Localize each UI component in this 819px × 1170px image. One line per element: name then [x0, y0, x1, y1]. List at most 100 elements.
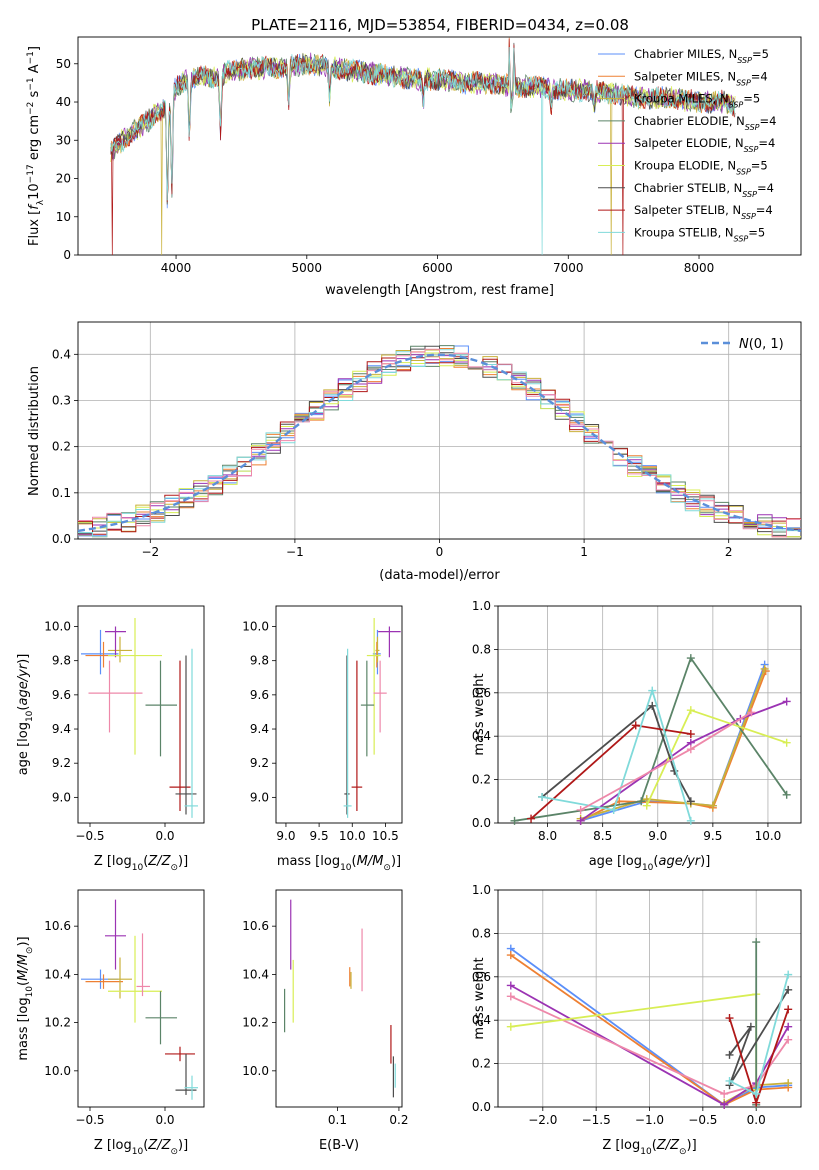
weight-marker	[506, 1022, 515, 1031]
legend-label: Chabrier ELODIE, NSSP=4	[634, 114, 776, 131]
error-bar	[145, 660, 177, 757]
y-tick-label: 0.1	[52, 486, 71, 500]
y-tick-label: 0.0	[472, 1100, 491, 1114]
x-tick-label: 7000	[553, 261, 584, 275]
y-tick-label: 9.0	[250, 790, 269, 804]
axis-ticks: 0.1 0.2 10.0 10.2 10.4 10.6	[242, 919, 408, 1127]
y-tick-label: 0.2	[472, 773, 491, 787]
axis-ticks: −0.5 0.0 10.0 10.2 10.4 10.6	[44, 919, 174, 1127]
y-tick-label: 0.2	[472, 1057, 491, 1071]
y-tick-label: 9.2	[52, 756, 71, 770]
weight-marker	[760, 664, 769, 673]
histogram-step	[78, 348, 801, 538]
x-axis-label: Z [log10(Z/Z⊙)]	[94, 1138, 188, 1157]
weight-marker	[686, 816, 695, 825]
x-tick-label: −2.0	[528, 1113, 557, 1127]
x-axis-label: Z [log10(Z/Z⊙)]	[602, 1138, 696, 1157]
weight-marker	[784, 1005, 793, 1014]
x-tick-label: 9.0	[648, 829, 667, 843]
x-tick-label: 10.5	[372, 829, 399, 843]
x-tick-label: 0.0	[747, 1113, 766, 1127]
x-tick-label: 1	[580, 545, 588, 559]
x-tick-label: 0.2	[389, 1113, 408, 1127]
plot-frame	[497, 605, 802, 824]
error-bar	[184, 648, 198, 818]
y-axis-label: Flux [fλ10−17 erg cm−2 s−1 A−1]	[26, 46, 46, 246]
weight-line	[510, 947, 789, 1106]
error-bar	[351, 660, 363, 812]
residuals-panel: −2 −1 0 1 2 0.0 0.1 0.2 0.3 0.4 N(0, 1) (data-model…	[27, 321, 802, 583]
y-tick-label: 10.4	[44, 967, 71, 981]
error-bar	[108, 935, 162, 1023]
y-tick-label: 1.0	[472, 599, 491, 613]
x-tick-label: −1.5	[582, 1113, 611, 1127]
x-tick-label: 10.0	[339, 829, 366, 843]
weight-line	[580, 668, 766, 820]
error-bar	[360, 660, 375, 757]
axis-ticks: −2.0 −1.5 −1.0 −0.5 0.0 0.0 0.2 0.4 0.6 0.8 1.0	[472, 883, 766, 1127]
axis-ticks: 8.0 8.5 9.0 9.5 10.0 0.0 0.2 0.4 0.6 0.8 1.0	[472, 599, 781, 843]
weight-marker	[637, 797, 646, 806]
x-tick-label: 8000	[684, 261, 715, 275]
x-tick-label: 10.0	[755, 829, 782, 843]
weight-marker	[686, 797, 695, 806]
plot-frame	[77, 605, 205, 824]
spectrum-legend: Chabrier MILES, NSSP=5 Salpeter MILES, NS…	[598, 47, 776, 243]
error-bar	[343, 648, 352, 818]
x-axis-label: wavelength [Angstrom, rest frame]	[325, 283, 554, 298]
residuals-legend: N(0, 1)	[701, 337, 784, 352]
error-bar	[88, 660, 143, 733]
spectrum-panel: 4000 5000 6000 7000 8000 0 10 20 30 40 50 Chabrier …	[26, 36, 802, 298]
error-bar	[175, 1053, 197, 1095]
y-tick-label: 10.0	[44, 620, 71, 634]
error-bar	[105, 899, 126, 970]
y-tick-label: 0.4	[52, 347, 71, 361]
legend-label: Kroupa STELIB, NSSP=5	[634, 225, 765, 243]
weight-marker	[527, 814, 536, 823]
y-tick-label: 10.0	[242, 1064, 269, 1078]
weight-marker	[782, 790, 791, 799]
y-tick-label: 0.2	[52, 440, 71, 454]
y-tick-label: 0.6	[472, 970, 491, 984]
plot-frame	[77, 889, 205, 1108]
error-bar	[374, 641, 379, 668]
x-tick-label: 0	[436, 545, 444, 559]
axis-ticks: 4000 5000 6000 7000 8000 0 10 20 30 40 50	[56, 57, 715, 275]
weight-marker	[510, 816, 519, 825]
spectrum-line	[110, 46, 736, 255]
y-tick-label: 0.0	[52, 532, 71, 546]
x-tick-label: 5000	[292, 261, 323, 275]
y-tick-label: 0.8	[472, 926, 491, 940]
x-tick-label: 0.0	[155, 1113, 174, 1127]
error-bars	[284, 899, 396, 1098]
y-tick-label: 10.0	[44, 1064, 71, 1078]
legend-label: Chabrier MILES, NSSP=5	[634, 47, 769, 65]
y-tick-label: 20	[56, 172, 71, 186]
weight-marker	[752, 938, 761, 947]
weight-marker	[784, 1035, 793, 1044]
error-bars	[81, 899, 198, 1100]
y-tick-label: 9.4	[250, 722, 269, 736]
y-tick-label: 10.6	[242, 919, 269, 933]
weight-marker	[784, 1022, 793, 1031]
x-tick-label: −0.5	[75, 1113, 104, 1127]
weight-marker	[686, 706, 695, 715]
mass-vs-metallicity-panel: −0.5 0.0 10.0 10.2 10.4 10.6 Z [log10(Z/Z⊙)] ma…	[16, 889, 205, 1157]
weight-marker	[782, 738, 791, 747]
x-tick-label: 8.0	[538, 829, 557, 843]
error-bar	[375, 636, 380, 663]
weight-line	[580, 700, 788, 822]
legend-label: Kroupa MILES, NSSP=5	[634, 92, 760, 110]
weight-vs-age-panel: 8.0 8.5 9.0 9.5 10.0 0.0 0.2 0.4 0.6 0.8 1.0 age [l…	[472, 599, 802, 873]
y-tick-label: 9.8	[250, 654, 269, 668]
x-axis-label: mass [log10(M/M⊙)]	[277, 854, 401, 873]
histograms	[77, 345, 802, 538]
x-axis-label: E(B-V)	[319, 1138, 359, 1153]
error-bar	[378, 626, 401, 658]
weight-marker	[686, 654, 695, 663]
weight-line	[510, 954, 789, 1106]
x-tick-label: 6000	[422, 261, 453, 275]
y-tick-label: 9.0	[52, 790, 71, 804]
weight-marker	[747, 708, 756, 717]
